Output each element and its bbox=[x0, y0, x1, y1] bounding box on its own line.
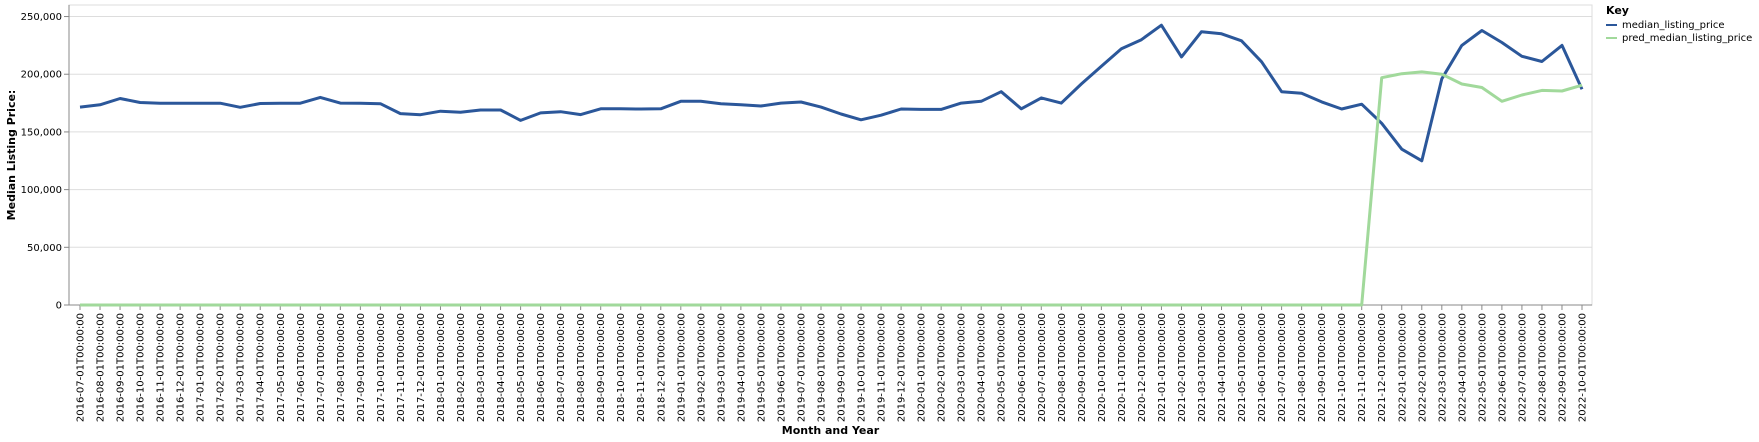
x-tick-label: 2018-02-01T00:00:00 bbox=[456, 313, 467, 422]
x-tick-label: 2016-08-01T00:00:00 bbox=[96, 313, 107, 422]
x-tick-label: 2019-07-01T00:00:00 bbox=[796, 313, 807, 422]
x-tick-label: 2017-09-01T00:00:00 bbox=[356, 313, 367, 422]
x-tick-label: 2018-11-01T00:00:00 bbox=[636, 313, 647, 422]
x-tick-label: 2018-12-01T00:00:00 bbox=[656, 313, 667, 422]
x-tick-label: 2019-04-01T00:00:00 bbox=[736, 313, 747, 422]
x-tick-label: 2016-10-01T00:00:00 bbox=[136, 313, 147, 422]
x-tick-label: 2018-08-01T00:00:00 bbox=[576, 313, 587, 422]
x-tick-label: 2017-05-01T00:00:00 bbox=[276, 313, 287, 422]
x-tick-label: 2019-02-01T00:00:00 bbox=[696, 313, 707, 422]
x-tick-label: 2021-05-01T00:00:00 bbox=[1237, 313, 1248, 422]
x-tick-label: 2018-09-01T00:00:00 bbox=[596, 313, 607, 422]
x-tick-label: 2019-09-01T00:00:00 bbox=[837, 313, 848, 422]
x-tick-label: 2018-04-01T00:00:00 bbox=[496, 313, 507, 422]
series-line-median-listing-price bbox=[79, 23, 1584, 163]
x-tick-label: 2018-10-01T00:00:00 bbox=[616, 313, 627, 422]
x-tick-label: 2018-06-01T00:00:00 bbox=[536, 313, 547, 422]
legend: Key median_listing_price pred_median_list… bbox=[1606, 4, 1752, 44]
x-tick-label: 2021-09-01T00:00:00 bbox=[1317, 313, 1328, 422]
x-tick-label: 2020-05-01T00:00:00 bbox=[997, 313, 1008, 422]
x-tick-label: 2020-01-01T00:00:00 bbox=[917, 313, 928, 422]
x-tick-label: 2021-10-01T00:00:00 bbox=[1337, 313, 1348, 422]
x-tick-label: 2017-04-01T00:00:00 bbox=[256, 313, 267, 422]
legend-title: Key bbox=[1606, 4, 1629, 17]
x-axis-title: Month and Year bbox=[782, 424, 880, 437]
y-tick-label: 100,000 bbox=[21, 185, 62, 196]
x-tick-label: 2016-07-01T00:00:00 bbox=[76, 313, 87, 422]
x-tick-label: 2020-07-01T00:00:00 bbox=[1037, 313, 1048, 422]
x-tick-label: 2020-10-01T00:00:00 bbox=[1097, 313, 1108, 422]
x-tick-label: 2019-05-01T00:00:00 bbox=[756, 313, 767, 422]
x-tick-label: 2020-09-01T00:00:00 bbox=[1077, 313, 1088, 422]
y-axis: 0 50,000 100,000 150,000 200,000 250,000 bbox=[21, 5, 70, 312]
x-tick-label: 2022-08-01T00:00:00 bbox=[1537, 313, 1548, 422]
x-tick-label: 2022-09-01T00:00:00 bbox=[1557, 313, 1568, 422]
x-tick-label: 2020-04-01T00:00:00 bbox=[977, 313, 988, 422]
x-tick-label: 2022-07-01T00:00:00 bbox=[1517, 313, 1528, 422]
x-tick-label: 2017-03-01T00:00:00 bbox=[236, 313, 247, 422]
y-axis-title: Median Listing Price: bbox=[5, 90, 18, 221]
x-tick-label: 2022-10-01T00:00:00 bbox=[1578, 313, 1589, 422]
x-tick-label: 2020-11-01T00:00:00 bbox=[1117, 313, 1128, 422]
x-tick-label: 2021-04-01T00:00:00 bbox=[1217, 313, 1228, 422]
x-axis: 2016-07-01T00:00:00 2016-08-01T00:00:00 20… bbox=[69, 304, 1592, 422]
x-tick-label: 2019-10-01T00:00:00 bbox=[857, 313, 868, 422]
x-tick-label: 2018-03-01T00:00:00 bbox=[476, 313, 487, 422]
x-tick-label: 2020-02-01T00:00:00 bbox=[937, 313, 948, 422]
x-tick-label: 2020-03-01T00:00:00 bbox=[957, 313, 968, 422]
x-tick-label: 2018-05-01T00:00:00 bbox=[516, 313, 527, 422]
x-tick-label: 2017-10-01T00:00:00 bbox=[376, 313, 387, 422]
x-tick-label: 2017-12-01T00:00:00 bbox=[416, 313, 427, 422]
x-tick-label: 2016-12-01T00:00:00 bbox=[176, 313, 187, 422]
x-tick-label: 2017-11-01T00:00:00 bbox=[396, 313, 407, 422]
x-tick-label: 2017-02-01T00:00:00 bbox=[216, 313, 227, 422]
y-tick-label: 250,000 bbox=[21, 12, 62, 23]
y-tick-label: 50,000 bbox=[27, 243, 62, 254]
x-tick-label: 2021-02-01T00:00:00 bbox=[1177, 313, 1188, 422]
x-tick-label: 2016-11-01T00:00:00 bbox=[156, 313, 167, 422]
x-tick-label: 2020-08-01T00:00:00 bbox=[1057, 313, 1068, 422]
x-tick-label: 2021-07-01T00:00:00 bbox=[1277, 313, 1288, 422]
x-tick-label: 2016-09-01T00:00:00 bbox=[116, 313, 127, 422]
legend-label: pred_median_listing_price bbox=[1622, 33, 1752, 44]
x-tick-label: 2020-12-01T00:00:00 bbox=[1137, 313, 1148, 422]
x-tick-label: 2018-01-01T00:00:00 bbox=[436, 313, 447, 422]
x-tick-label: 2022-01-01T00:00:00 bbox=[1397, 313, 1408, 422]
x-tick-label: 2019-11-01T00:00:00 bbox=[877, 313, 888, 422]
x-tick-label: 2021-03-01T00:00:00 bbox=[1197, 313, 1208, 422]
x-tick-label: 2022-03-01T00:00:00 bbox=[1437, 313, 1448, 422]
x-tick-label: 2017-06-01T00:00:00 bbox=[296, 313, 307, 422]
x-tick-label: 2019-03-01T00:00:00 bbox=[716, 313, 727, 422]
y-tick-label: 0 bbox=[56, 301, 62, 312]
x-tick-label: 2019-08-01T00:00:00 bbox=[816, 313, 827, 422]
x-tick-label: 2019-06-01T00:00:00 bbox=[776, 313, 787, 422]
y-tick-label: 150,000 bbox=[21, 127, 62, 138]
x-tick-label: 2021-08-01T00:00:00 bbox=[1297, 313, 1308, 422]
x-tick-label: 2022-04-01T00:00:00 bbox=[1457, 313, 1468, 422]
x-tick-label: 2019-01-01T00:00:00 bbox=[676, 313, 687, 422]
series-line-pred-median-listing-price bbox=[80, 70, 1583, 307]
x-tick-label: 2022-05-01T00:00:00 bbox=[1477, 313, 1488, 422]
x-tick-label: 2021-12-01T00:00:00 bbox=[1377, 313, 1388, 422]
x-tick-label: 2021-06-01T00:00:00 bbox=[1257, 313, 1268, 422]
x-tick-label: 2019-12-01T00:00:00 bbox=[897, 313, 908, 422]
legend-label: median_listing_price bbox=[1622, 20, 1725, 31]
plot-background bbox=[68, 4, 1593, 306]
x-tick-label: 2017-07-01T00:00:00 bbox=[316, 313, 327, 422]
x-tick-label: 2017-08-01T00:00:00 bbox=[336, 313, 347, 422]
x-tick-label: 2020-06-01T00:00:00 bbox=[1017, 313, 1028, 422]
x-tick-label: 2022-02-01T00:00:00 bbox=[1417, 313, 1428, 422]
x-tick-label: 2017-01-01T00:00:00 bbox=[196, 313, 207, 422]
y-tick-label: 200,000 bbox=[21, 70, 62, 81]
x-tick-label: 2021-11-01T00:00:00 bbox=[1357, 313, 1368, 422]
series-lines bbox=[79, 23, 1584, 307]
x-tick-label: 2021-01-01T00:00:00 bbox=[1157, 313, 1168, 422]
x-tick-label: 2018-07-01T00:00:00 bbox=[556, 313, 567, 422]
x-tick-label: 2022-06-01T00:00:00 bbox=[1497, 313, 1508, 422]
